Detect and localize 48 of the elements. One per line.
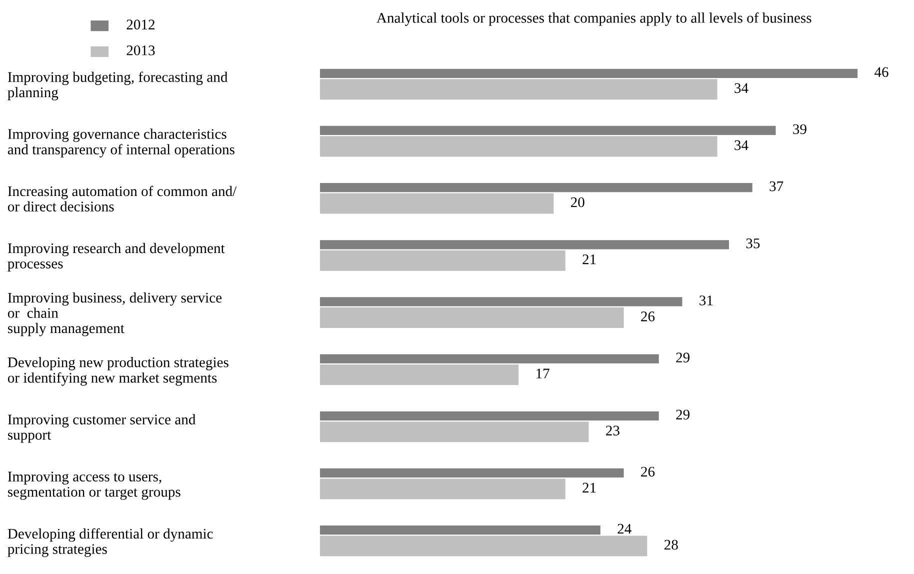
data-label: 26 [641, 466, 655, 477]
legend-label: 2012 [126, 20, 154, 30]
bar [320, 364, 519, 386]
bar [320, 478, 566, 500]
bar [320, 525, 600, 535]
bar [320, 468, 624, 478]
chart-title: Analytical tools or processes that companies apply to all levels of business [376, 12, 812, 26]
bar [320, 411, 659, 420]
y-tick-label: Improving governance characteristics and transparency of internal operations [8, 128, 234, 158]
bar [320, 250, 566, 271]
bar [320, 297, 682, 306]
data-label: 29 [676, 410, 690, 420]
data-label: 35 [746, 238, 760, 248]
legend-label: 2013 [126, 45, 155, 56]
y-tick-label: Improving customer service and support [8, 414, 196, 443]
data-label: 39 [793, 124, 806, 134]
data-label: 34 [734, 83, 748, 94]
data-label: 24 [618, 524, 632, 534]
data-label: 21 [582, 482, 596, 492]
bar [320, 68, 858, 78]
y-tick-label: Improving business, delivery service or chain supply management [8, 292, 222, 336]
y-tick-label: Developing new production strategies or identifying new market segments [8, 356, 228, 386]
data-label: 21 [582, 254, 596, 264]
y-tick-label: Improving access to users, segmentation or target groups [8, 472, 180, 500]
y-tick-label: Increasing automation of common and/ or direct decisions [8, 186, 237, 212]
data-label: 46 [874, 67, 888, 78]
data-label: 37 [770, 181, 784, 192]
data-label: 20 [570, 197, 584, 208]
data-label: 26 [641, 312, 655, 322]
bar [320, 422, 589, 442]
bar [320, 182, 752, 192]
data-label: 34 [734, 140, 748, 150]
y-tick-label: Improving research and development processes [8, 242, 225, 272]
bar [320, 193, 554, 214]
bar [320, 126, 776, 136]
y-tick-label: Improving budgeting, forecasting and planning [8, 72, 228, 100]
data-label: 28 [664, 540, 678, 550]
data-label: 31 [700, 296, 713, 306]
data-label: 29 [676, 352, 690, 362]
data-label: 23 [606, 426, 620, 436]
bar [320, 240, 729, 250]
data-label: 17 [536, 368, 550, 378]
bar [320, 536, 648, 556]
bar [320, 79, 718, 100]
y-tick-label: Developing differential or dynamic pricing strategies [8, 528, 213, 557]
bar [320, 136, 718, 157]
bar [320, 307, 624, 328]
bar [320, 354, 659, 364]
